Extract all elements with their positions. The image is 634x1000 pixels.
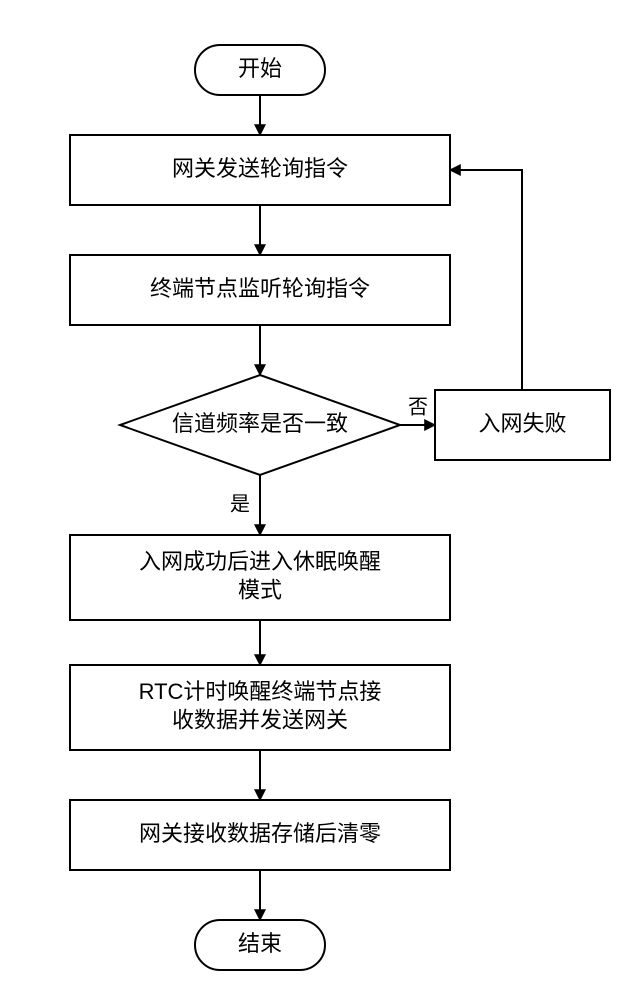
edge-label-d1-fail: 否: [408, 396, 428, 418]
node-fail-text: 入网失败: [478, 411, 566, 436]
nodes-layer: 开始网关发送轮询指令终端节点监听轮询指令信道频率是否一致 入网失败入网成功后进入休…: [70, 45, 610, 970]
node-end-text: 结束: [238, 931, 282, 956]
node-d1: 信道频率是否一致: [120, 375, 400, 475]
edge-label-d1-n3: 是: [230, 493, 250, 515]
node-n4-text-line-0: RTC计时唤醒终端节点接: [139, 679, 382, 704]
node-n4: RTC计时唤醒终端节点接收数据并发送网关: [70, 665, 450, 750]
edges-layer: 是否: [230, 95, 522, 920]
node-n4-text-line-1: 收数据并发送网关: [172, 708, 348, 733]
node-n3: 入网成功后进入休眠唤醒模式: [70, 535, 450, 620]
node-n2: 终端节点监听轮询指令: [70, 255, 450, 325]
node-n3-text-line-0: 入网成功后进入休眠唤醒: [139, 549, 381, 574]
edge-fail-n1: [450, 170, 522, 390]
node-fail: 入网失败: [435, 390, 610, 460]
node-n1: 网关发送轮询指令: [70, 135, 450, 205]
node-n3-text-line-1: 模式: [238, 578, 282, 603]
node-n2-text: 终端节点监听轮询指令: [150, 276, 370, 301]
node-start-text: 开始: [238, 56, 282, 81]
node-d1-text: 信道频率是否一致: [172, 411, 348, 436]
node-n1-text: 网关发送轮询指令: [172, 156, 348, 181]
node-n5-text: 网关接收数据存储后清零: [139, 821, 381, 846]
node-n5: 网关接收数据存储后清零: [70, 800, 450, 870]
node-end: 结束: [195, 920, 325, 970]
node-start: 开始: [195, 45, 325, 95]
flowchart-canvas: 是否开始网关发送轮询指令终端节点监听轮询指令信道频率是否一致入网失败入网成功后进…: [0, 0, 634, 1000]
